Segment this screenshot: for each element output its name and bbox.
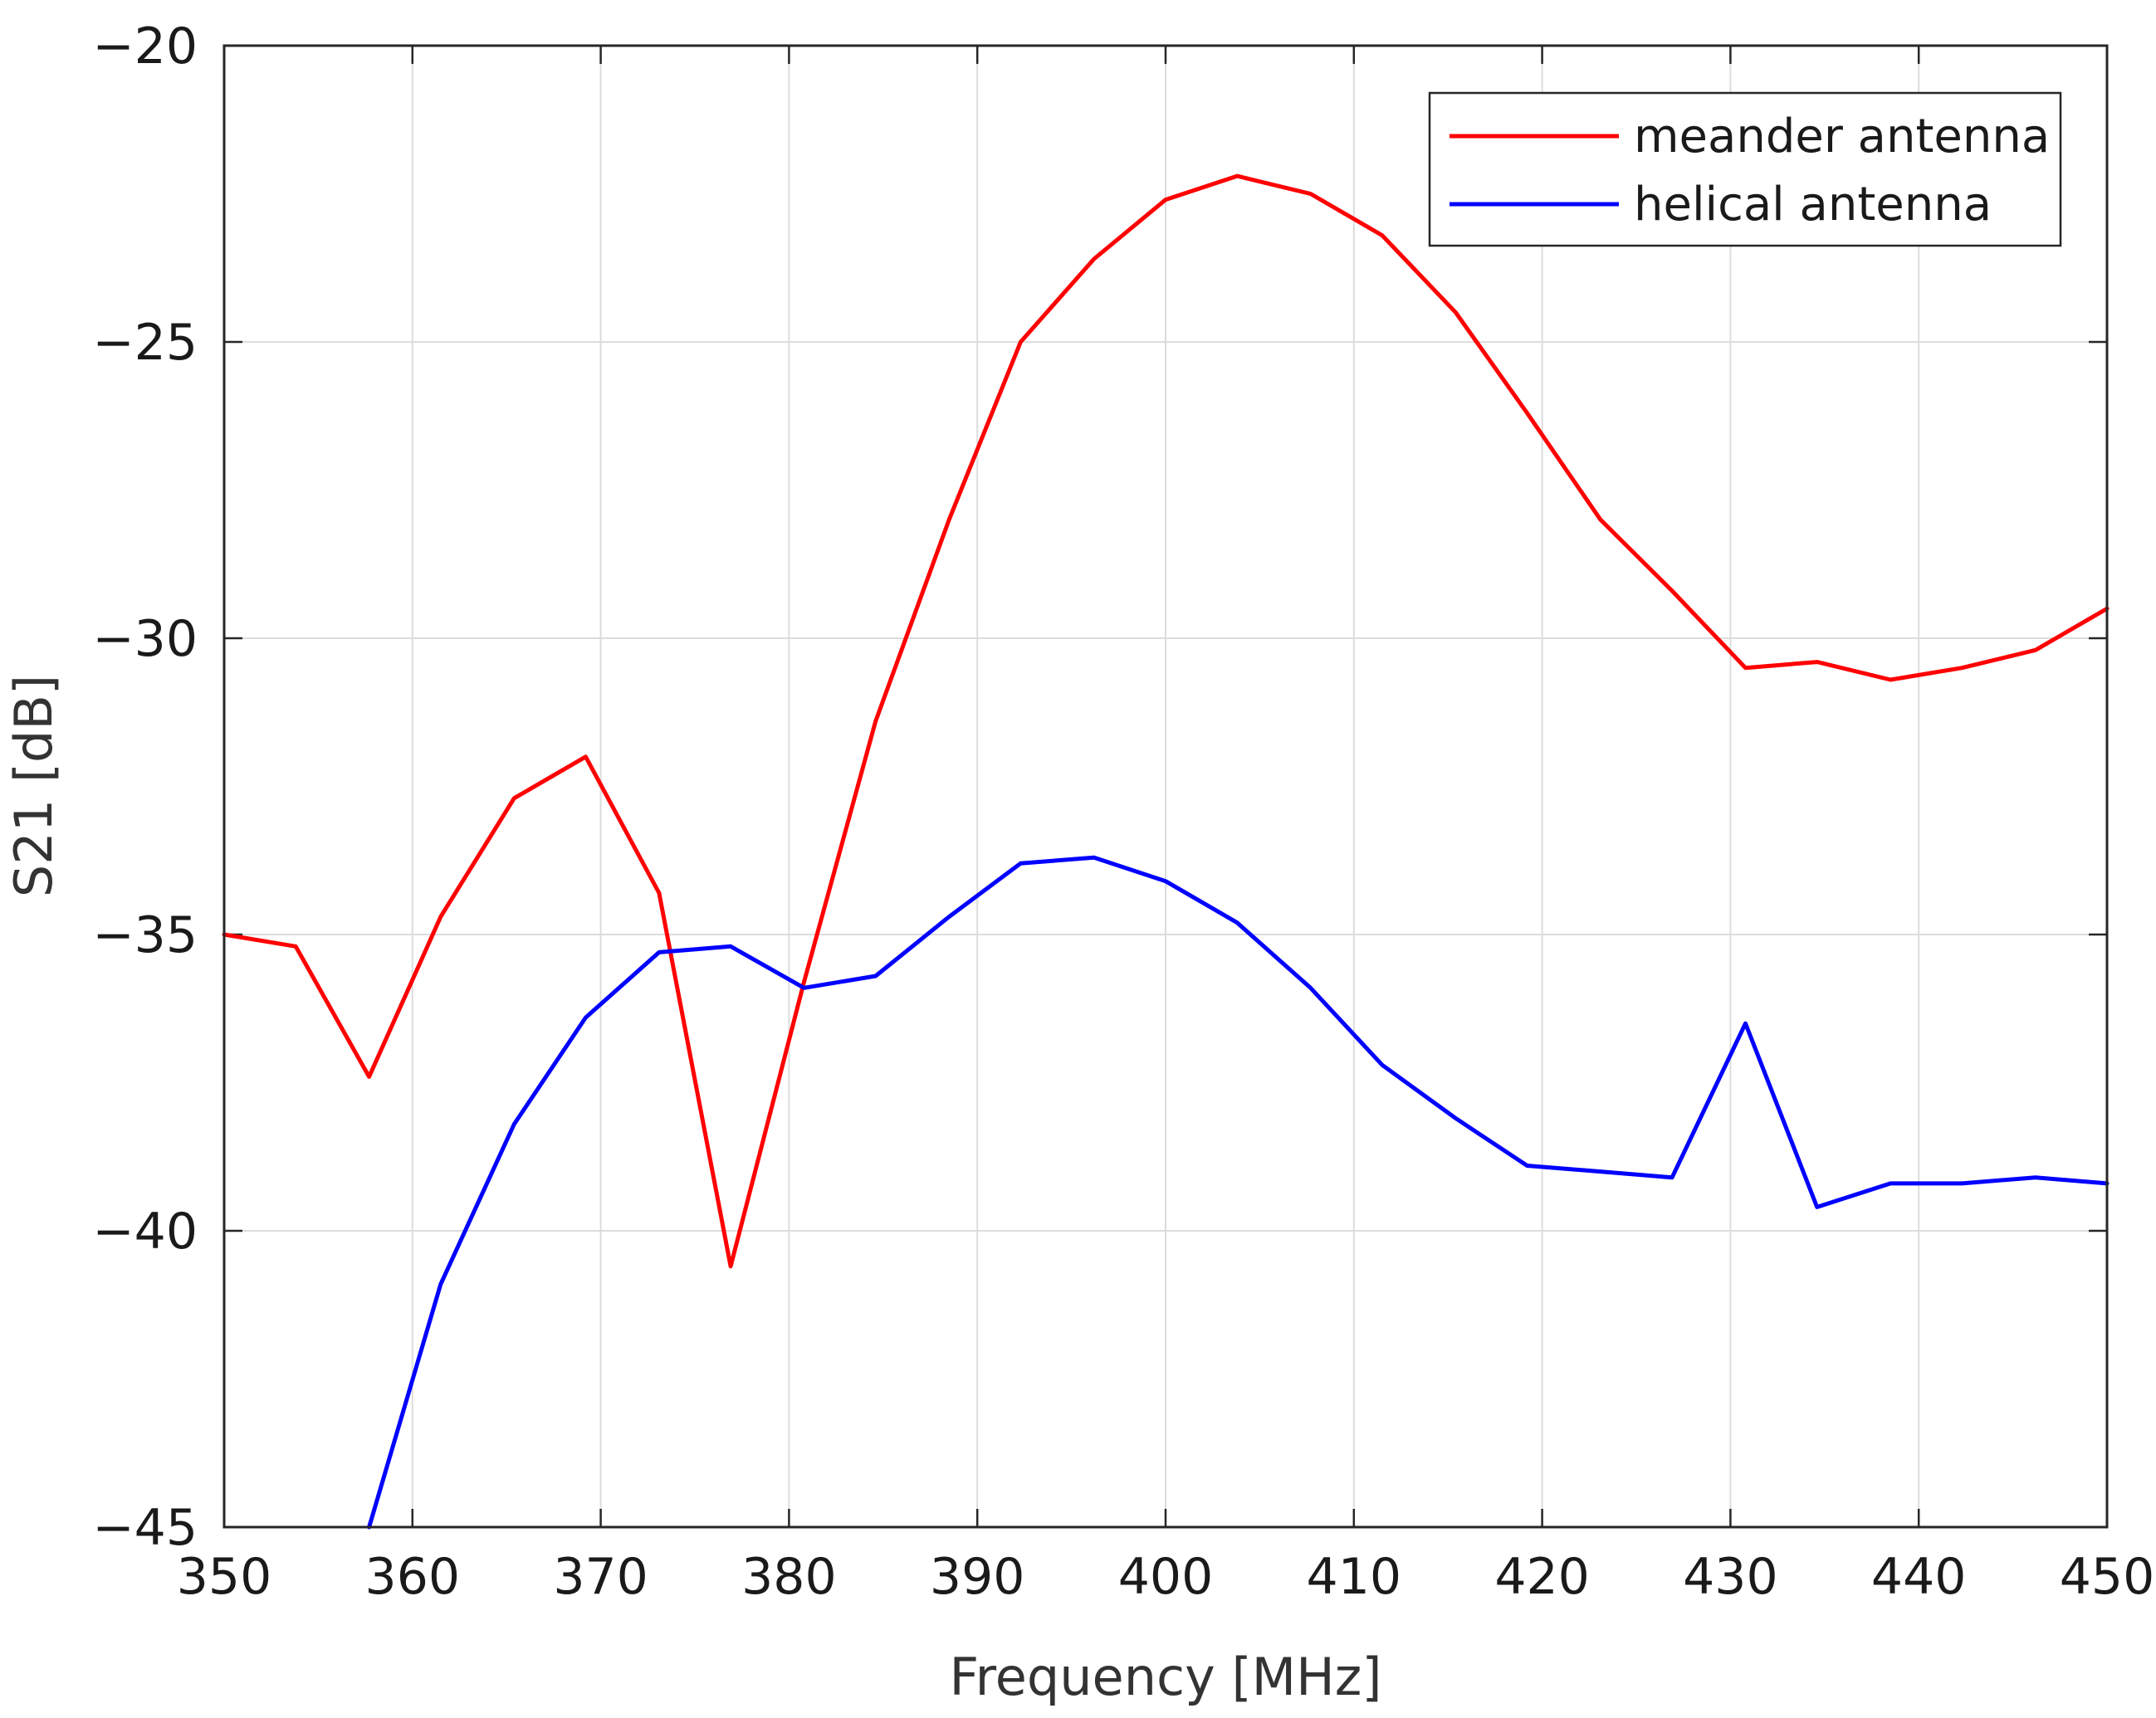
x-tick-label: 430: [1683, 1548, 1778, 1606]
x-tick-labels: 350 360 370 380 390 400 410 420 430 440 450: [177, 1548, 2155, 1606]
x-tick-label: 410: [1307, 1548, 1402, 1606]
legend-label-helical: helical antenna: [1634, 178, 1992, 232]
x-tick-label: 450: [2060, 1548, 2155, 1606]
x-tick-label: 440: [1871, 1548, 1967, 1606]
y-tick-label: −30: [92, 610, 198, 668]
x-tick-label: 420: [1494, 1548, 1590, 1606]
y-tick-label: −20: [92, 17, 198, 76]
x-tick-label: 390: [930, 1548, 1025, 1606]
x-tick-label: 370: [553, 1548, 648, 1606]
x-tick-label: 380: [741, 1548, 837, 1606]
y-axis-title: S21 [dB]: [3, 675, 64, 897]
axis-ticks: [222, 44, 2109, 1529]
x-tick-label: 400: [1118, 1548, 1214, 1606]
x-tick-label: 350: [177, 1548, 272, 1606]
legend-box: [1428, 91, 2062, 247]
y-tick-label: −25: [92, 314, 198, 372]
x-axis-title: Frequency [MHz]: [949, 1647, 1381, 1707]
series-line-helical: [367, 855, 2110, 1530]
y-tick-labels: −20 −25 −30 −35 −40 −45: [92, 17, 198, 1557]
y-tick-label: −35: [92, 906, 198, 964]
legend: meander antenna helical antenna: [1428, 91, 2062, 247]
y-tick-label: −40: [92, 1203, 198, 1261]
legend-label-meander: meander antenna: [1634, 110, 2050, 164]
x-tick-label: 360: [365, 1548, 461, 1606]
series-lines: [222, 173, 2110, 1530]
plot-frame: [222, 44, 2109, 1529]
y-tick-label: −45: [92, 1499, 198, 1557]
series-line-meander: [222, 173, 2110, 1269]
grid-lines: [224, 46, 2107, 1527]
